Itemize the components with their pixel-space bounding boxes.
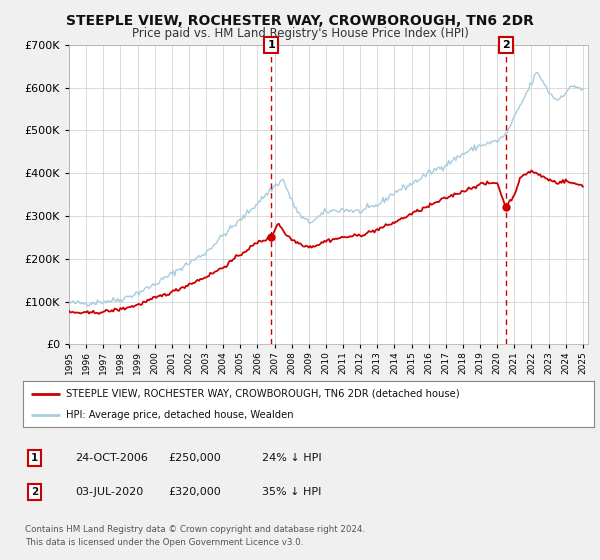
- Text: STEEPLE VIEW, ROCHESTER WAY, CROWBOROUGH, TN6 2DR (detached house): STEEPLE VIEW, ROCHESTER WAY, CROWBOROUGH…: [65, 389, 459, 399]
- Text: STEEPLE VIEW, ROCHESTER WAY, CROWBOROUGH, TN6 2DR: STEEPLE VIEW, ROCHESTER WAY, CROWBOROUGH…: [66, 14, 534, 28]
- Text: HPI: Average price, detached house, Wealden: HPI: Average price, detached house, Weal…: [65, 410, 293, 420]
- Text: 2: 2: [502, 40, 509, 50]
- Text: Price paid vs. HM Land Registry's House Price Index (HPI): Price paid vs. HM Land Registry's House …: [131, 27, 469, 40]
- Text: 1: 1: [31, 453, 38, 463]
- Text: 24-OCT-2006: 24-OCT-2006: [76, 453, 148, 463]
- Text: 24% ↓ HPI: 24% ↓ HPI: [262, 453, 321, 463]
- Text: 35% ↓ HPI: 35% ↓ HPI: [262, 487, 321, 497]
- Text: 1: 1: [268, 40, 275, 50]
- Text: £320,000: £320,000: [169, 487, 221, 497]
- Text: 03-JUL-2020: 03-JUL-2020: [76, 487, 144, 497]
- Text: £250,000: £250,000: [169, 453, 221, 463]
- Text: Contains HM Land Registry data © Crown copyright and database right 2024.
This d: Contains HM Land Registry data © Crown c…: [25, 525, 365, 548]
- Text: 2: 2: [31, 487, 38, 497]
